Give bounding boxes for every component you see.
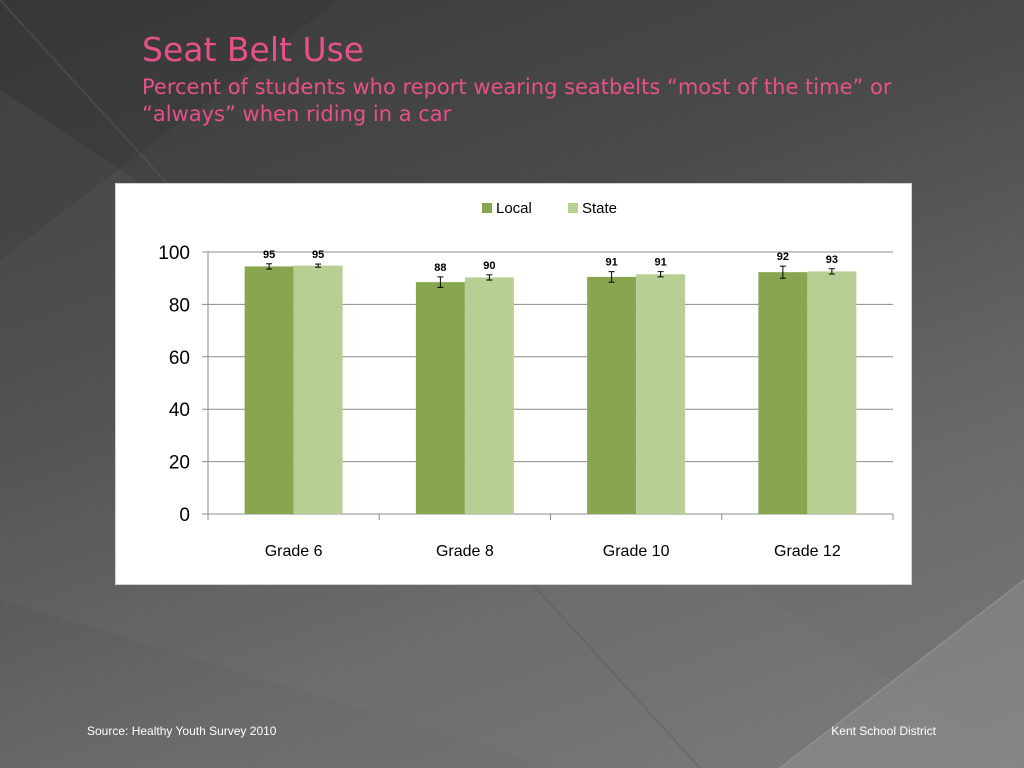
error-bar <box>828 268 835 275</box>
legend-label: Local <box>496 200 532 217</box>
bar-state-grade-8 <box>464 277 514 514</box>
chart-legend: Local State <box>482 200 617 217</box>
legend-swatch <box>482 203 492 213</box>
bar-state-grade-6 <box>293 265 343 514</box>
y-tick-label: 40 <box>169 400 190 421</box>
bar-chart: Local State 0 20 40 60 80 100 95 95 88 90 91 91 92 93… <box>158 200 894 560</box>
legend-item-local: Local <box>482 200 532 217</box>
error-bar <box>608 271 615 283</box>
data-label: 95 <box>263 249 275 261</box>
error-bar <box>657 271 664 278</box>
legend-swatch <box>568 203 578 213</box>
legend-label: State <box>582 200 617 217</box>
x-tick-label: Grade 8 <box>436 543 494 560</box>
data-label: 91 <box>606 257 618 269</box>
x-tick-label: Grade 6 <box>265 543 323 560</box>
x-tick-label: Grade 10 <box>603 543 670 560</box>
slide-subtitle: Percent of students who report wearing s… <box>142 75 892 126</box>
y-tick-label: 100 <box>158 243 190 264</box>
error-bar <box>437 276 444 288</box>
chart-bars: 95 95 88 90 91 91 92 93 <box>244 249 857 514</box>
data-label: 90 <box>483 260 495 272</box>
error-bar <box>315 263 322 268</box>
x-axis: Grade 6 Grade 8 Grade 10 Grade 12 <box>207 514 894 560</box>
y-axis: 0 20 40 60 80 100 <box>158 243 209 526</box>
y-tick-label: 80 <box>169 295 190 316</box>
bar-local-grade-10 <box>587 276 637 514</box>
y-tick-label: 0 <box>179 505 190 526</box>
data-label: 95 <box>312 249 324 261</box>
bar-state-grade-12 <box>807 271 857 514</box>
bar-local-grade-6 <box>244 266 294 514</box>
chart-panel: Local State 0 20 40 60 80 100 95 95 88 90 91 91 92 93… <box>115 183 912 585</box>
y-tick-label: 60 <box>169 348 190 369</box>
error-bar <box>486 274 493 281</box>
legend-item-state: State <box>568 200 617 217</box>
organization-name: Kent School District <box>831 724 936 738</box>
data-label: 92 <box>777 251 789 263</box>
source-note: Source: Healthy Youth Survey 2010 <box>87 724 277 738</box>
title-block: Seat Belt Use Percent of students who re… <box>142 30 962 128</box>
bar-local-grade-12 <box>758 272 808 514</box>
data-label: 88 <box>434 262 446 274</box>
bar-local-grade-8 <box>415 282 465 514</box>
x-tick-label: Grade 12 <box>774 543 841 560</box>
data-label: 93 <box>826 254 838 266</box>
error-bar <box>779 265 786 279</box>
data-label: 91 <box>655 257 667 269</box>
bar-state-grade-10 <box>636 274 686 514</box>
slide-title: Seat Belt Use <box>142 30 365 69</box>
error-bar <box>266 263 273 270</box>
y-tick-label: 20 <box>169 453 190 474</box>
